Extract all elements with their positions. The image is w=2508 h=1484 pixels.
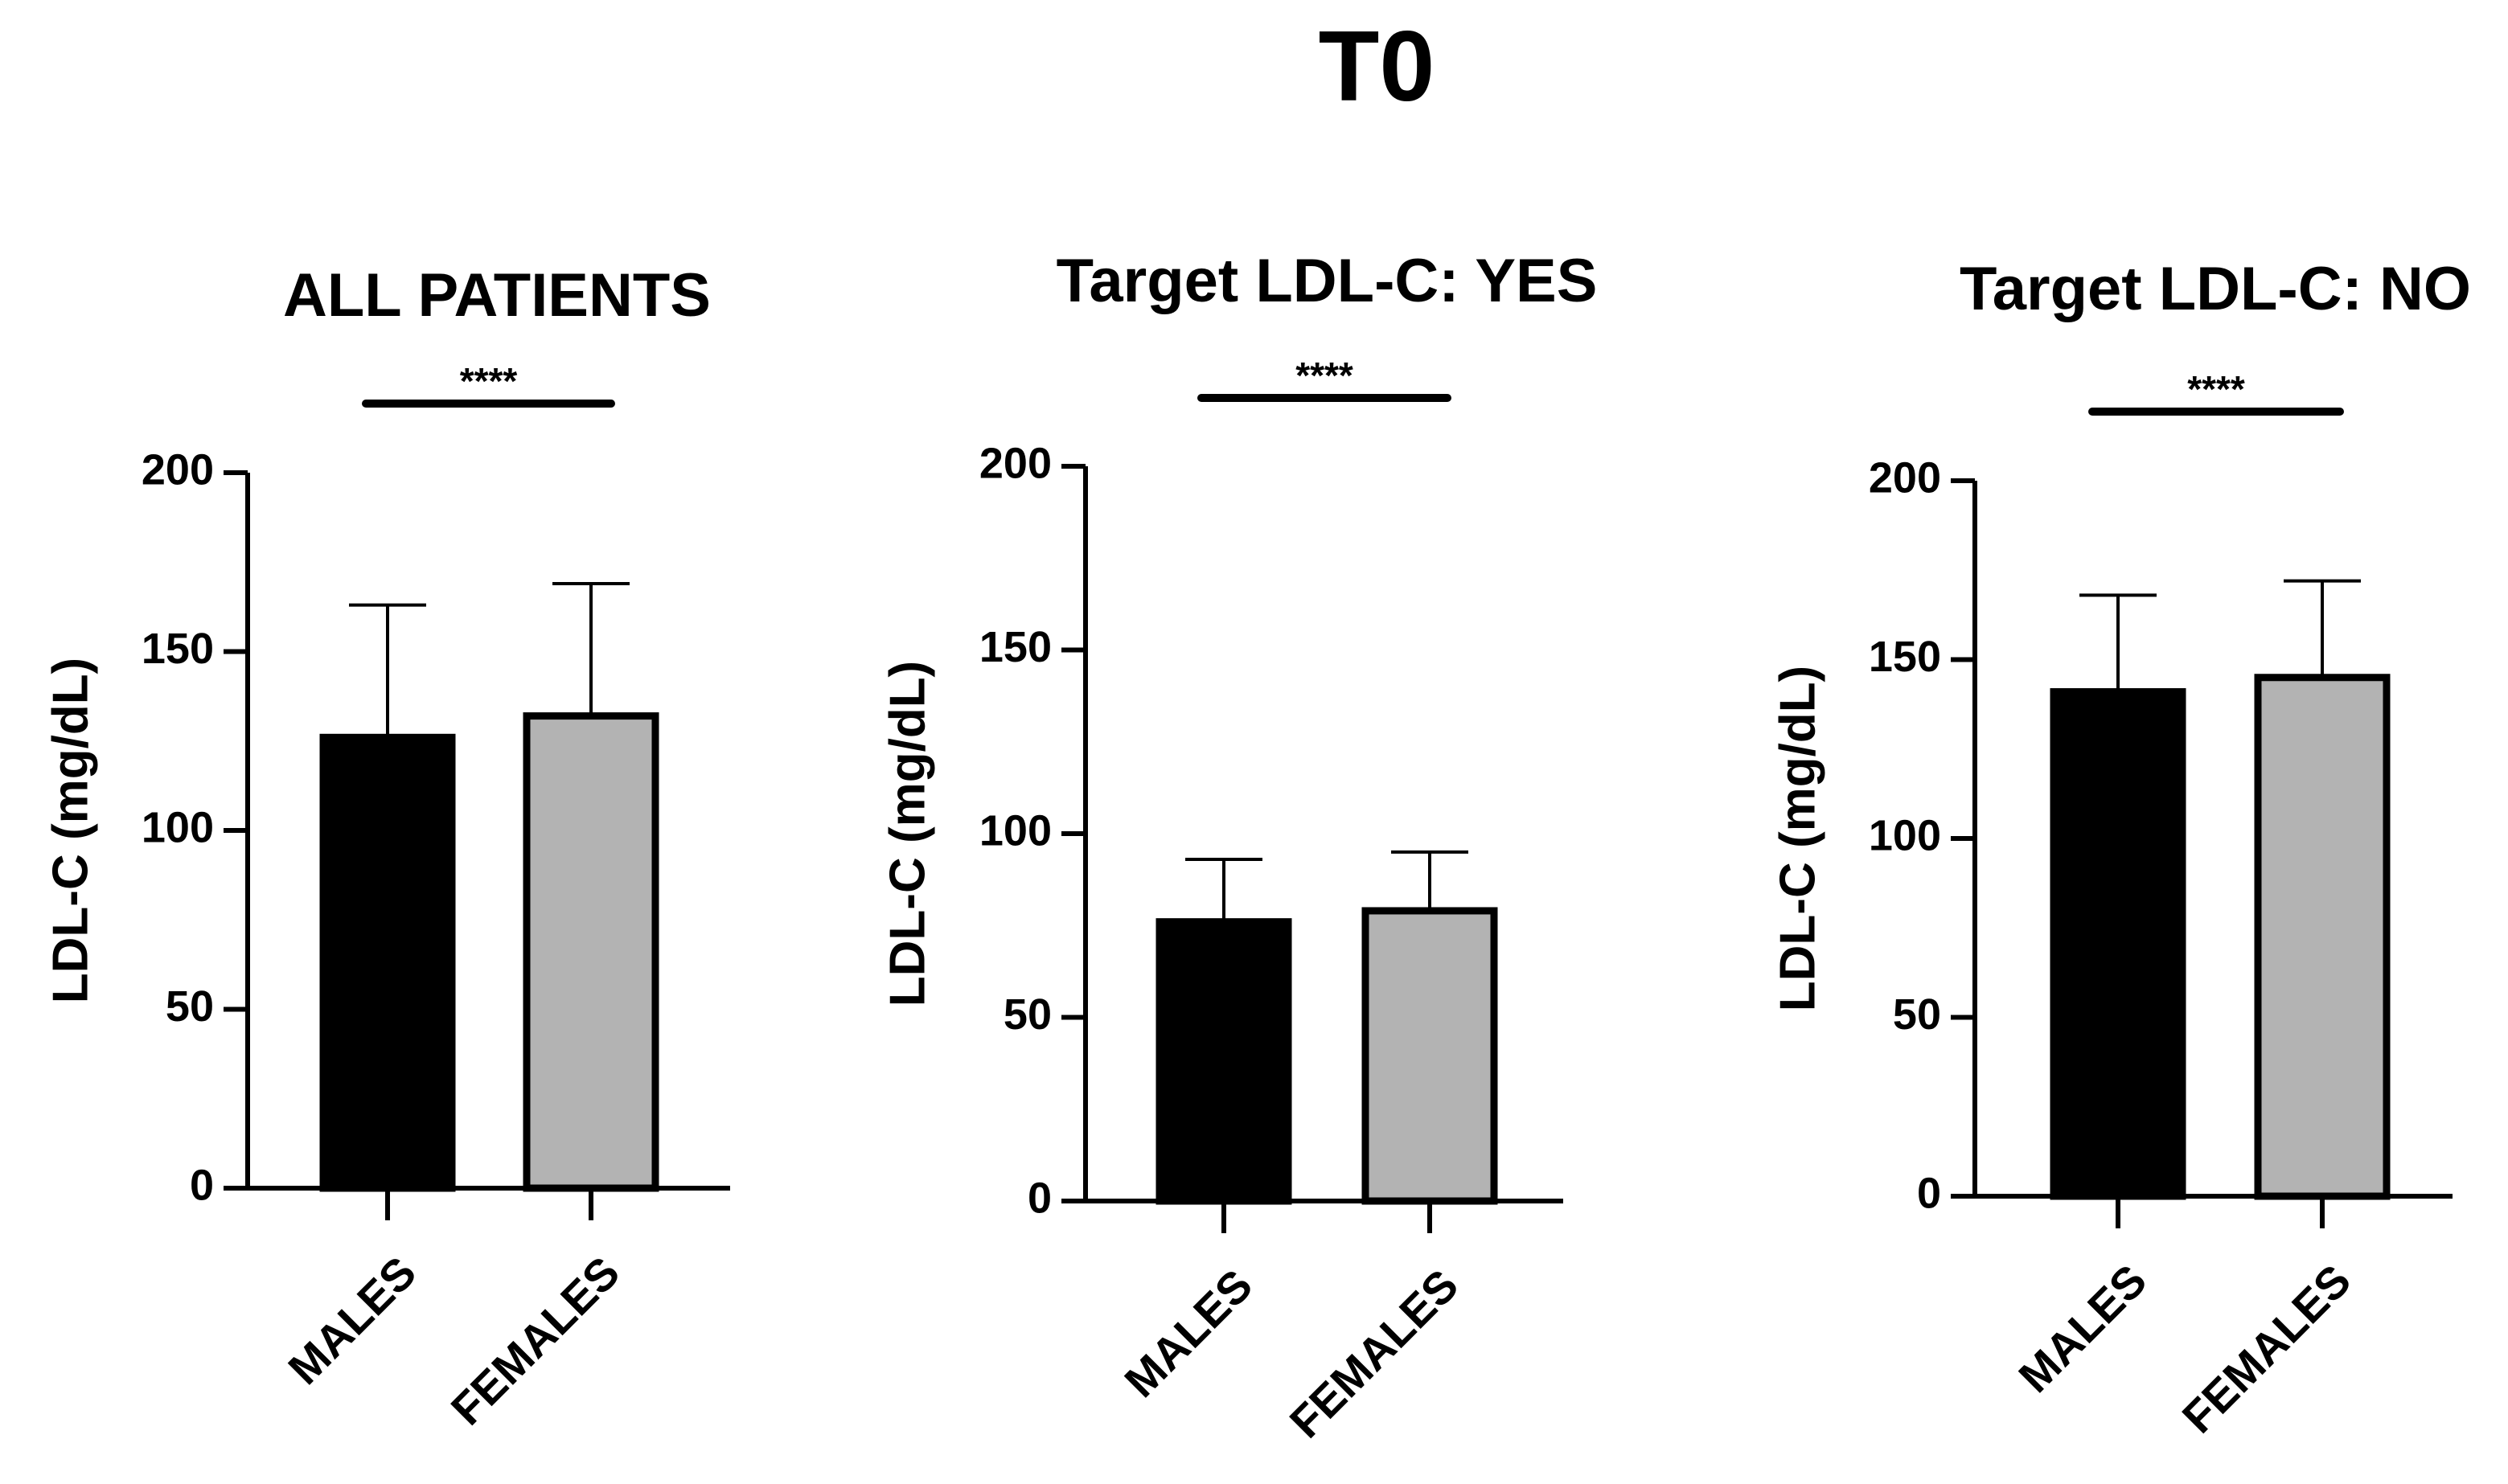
y-tick-label: 200 [979,439,1052,487]
y-tick-label: 50 [1004,990,1052,1039]
x-tick-label-females: FEMALES [2173,1255,2361,1443]
significance-label: **** [1295,355,1353,396]
bar-males [319,733,456,1192]
y-axis-label: LDL-C (mg/dL) [880,661,935,1006]
x-tick-label-females: FEMALES [441,1247,630,1435]
significance-label: **** [460,360,518,402]
y-tick-label: 0 [1917,1169,1941,1217]
panel-title: ALL PATIENTS [283,261,711,330]
y-tick-label: 50 [1893,990,1941,1039]
panel-title: Target LDL-C: YES [1057,247,1598,315]
bar-males [1155,918,1292,1205]
y-tick-label: 100 [979,806,1052,855]
y-tick-label: 150 [1869,633,1941,681]
bar-females [523,712,659,1192]
significance-label: **** [2187,368,2245,410]
bar-females [1361,907,1498,1205]
y-tick-label: 100 [1869,811,1941,859]
y-tick-label: 0 [190,1161,214,1209]
y-axis-label: LDL-C (mg/dL) [1770,666,1825,1011]
figure-title: T0 [1319,11,1435,122]
y-tick-label: 200 [142,445,214,494]
x-tick-label-males: MALES [2009,1255,2156,1402]
chart-panel-2: Target LDL-C: YES LDL-C (mg/dL) 0 50 100 150 2… [880,247,1597,1448]
y-tick-label: 150 [142,625,214,673]
y-tick-label: 200 [1869,453,1941,502]
y-tick-label: 50 [166,982,214,1031]
x-tick-label-females: FEMALES [1280,1260,1468,1448]
panel-title: Target LDL-C: NO [1960,255,2471,323]
bar-females [2254,674,2391,1200]
chart-panel-1: ALL PATIENTS LDL-C (mg/dL) 0 50 100 150 200 MAL… [43,261,730,1435]
x-tick-label-males: MALES [1114,1260,1262,1407]
chart-panel-3: Target LDL-C: NO LDL-C (mg/dL) 0 50 100 150 20… [1770,255,2471,1443]
y-tick-label: 100 [142,803,214,851]
y-tick-label: 150 [979,623,1052,671]
y-tick-label: 0 [1028,1174,1052,1222]
x-tick-label-males: MALES [278,1247,425,1394]
y-axis-label: LDL-C (mg/dL) [43,658,98,1003]
chart-panels: ALL PATIENTS LDL-C (mg/dL) 0 50 100 150 200 MAL… [43,247,2471,1448]
bar-males [2050,688,2186,1200]
